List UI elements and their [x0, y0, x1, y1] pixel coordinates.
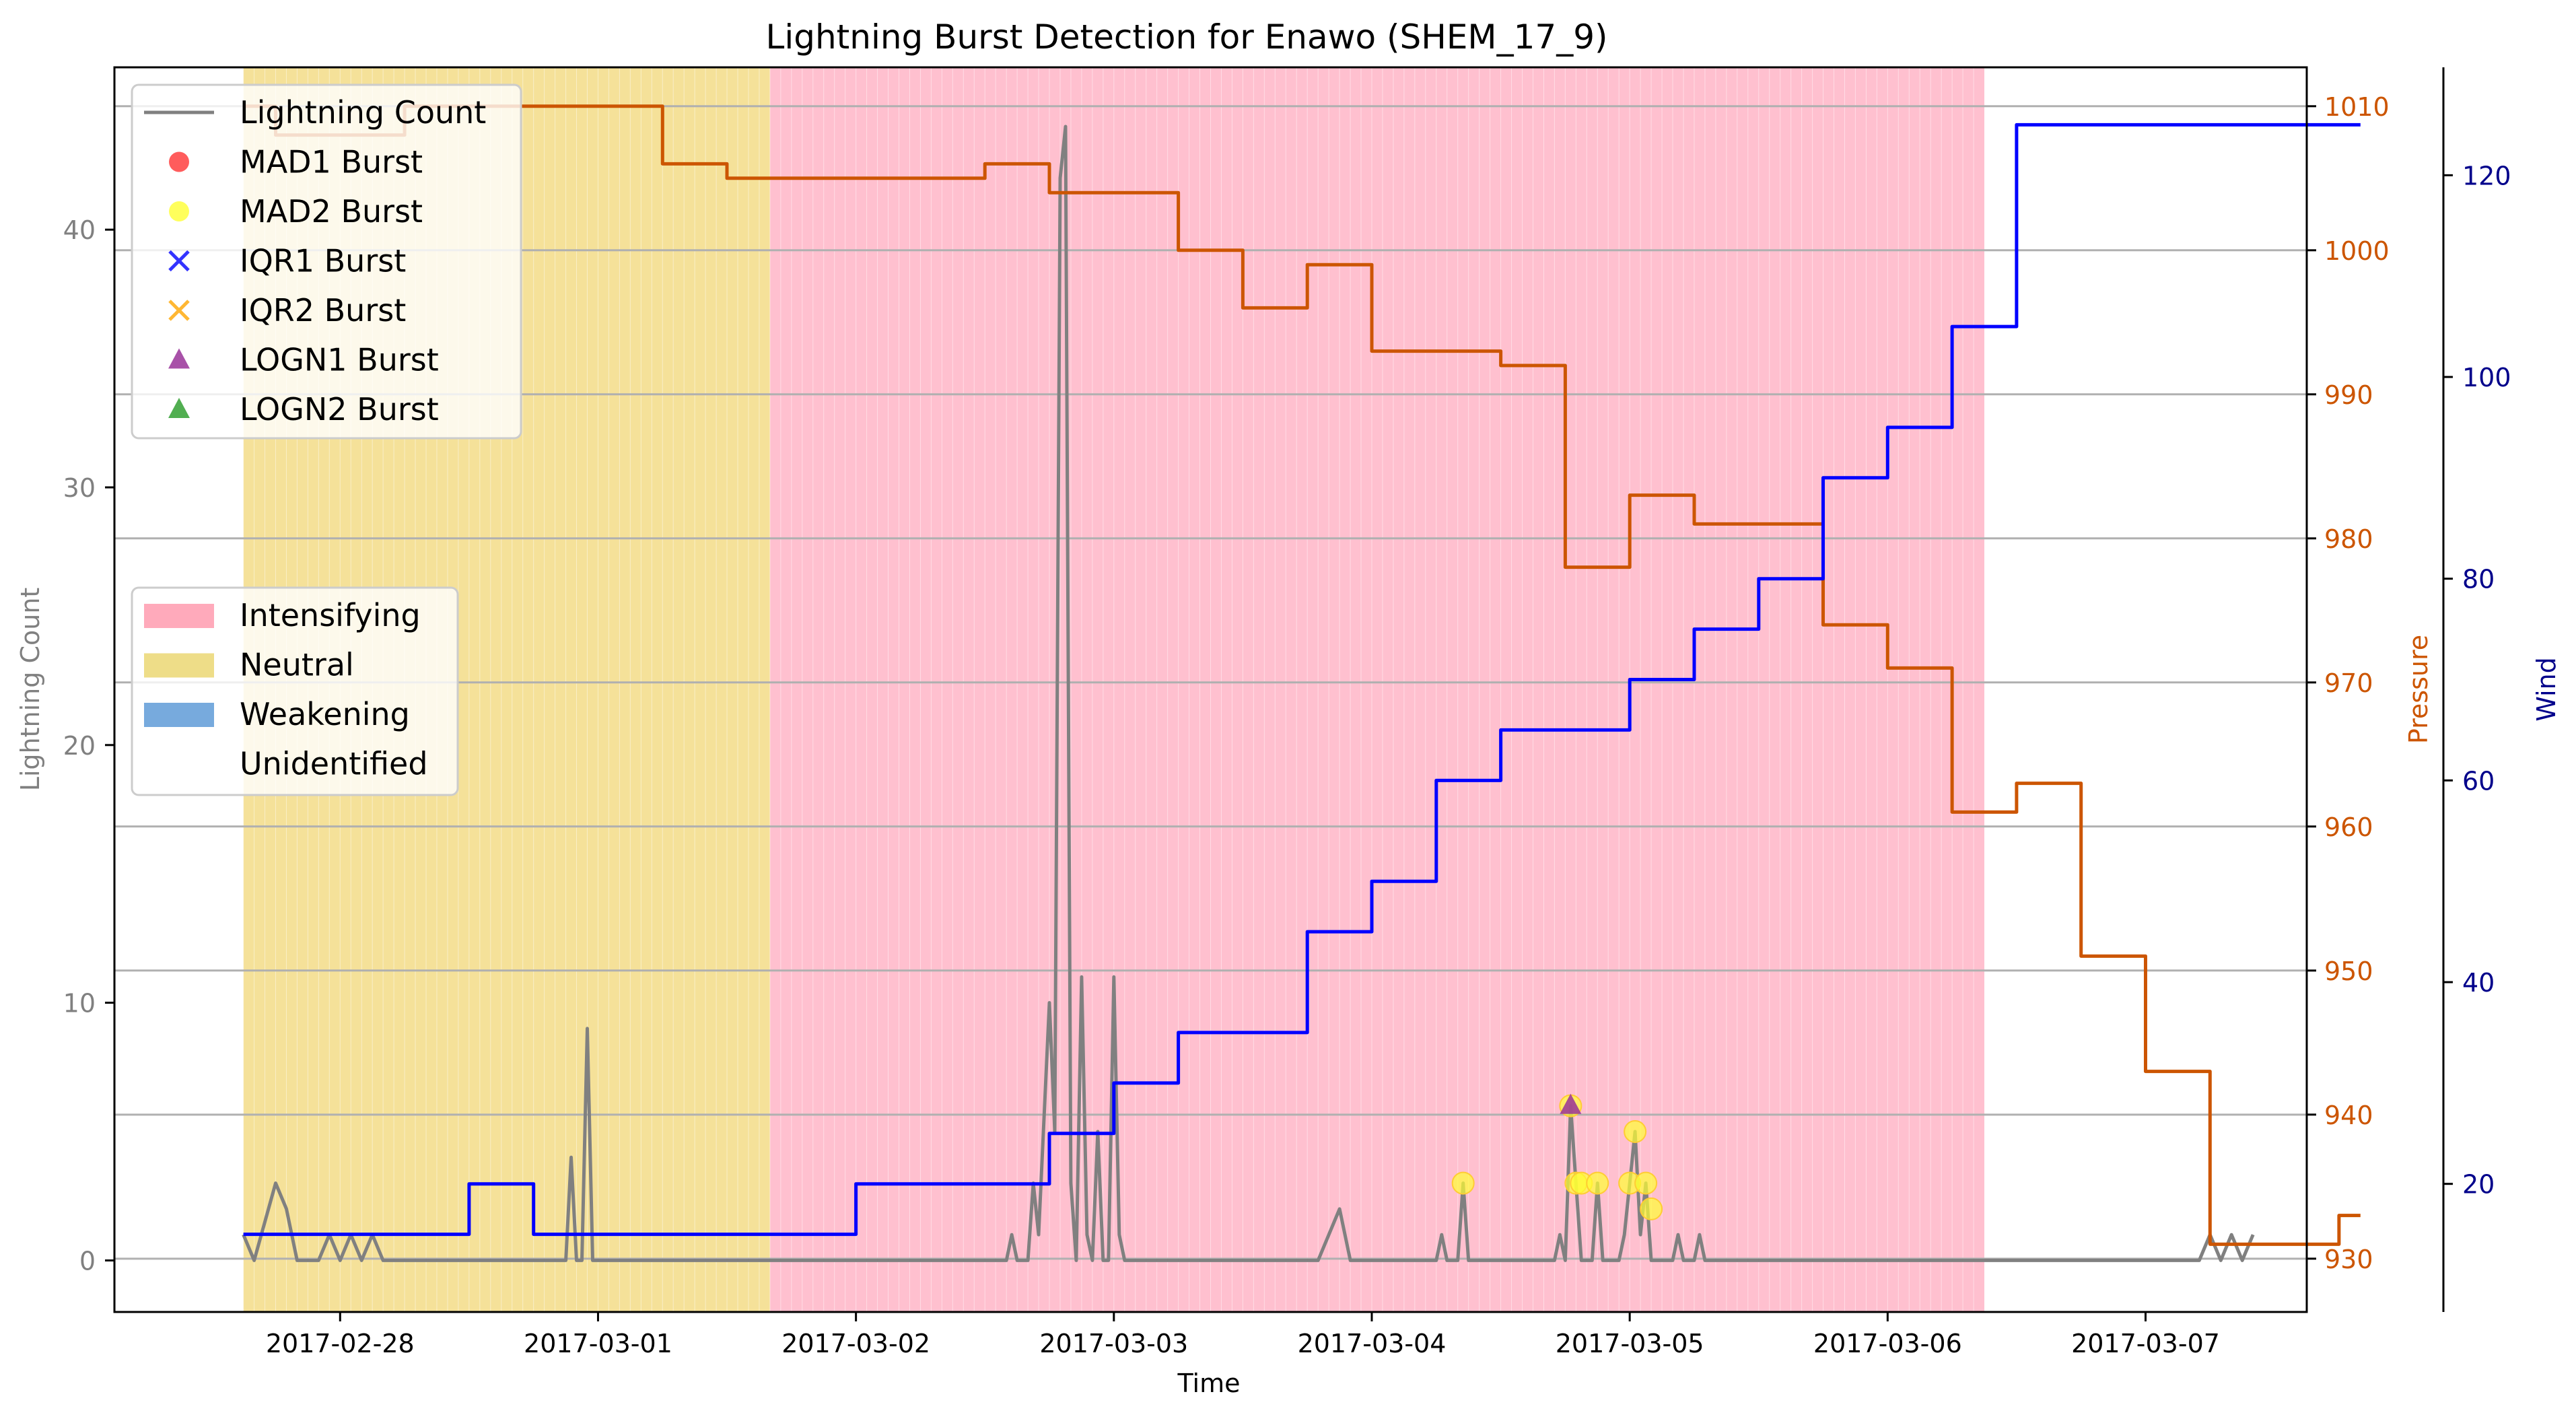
- x-tick-label: 2017-03-06: [1813, 1329, 1962, 1358]
- x-tick-label: 2017-03-02: [781, 1329, 930, 1358]
- wind-tick-label: 40: [2462, 968, 2495, 998]
- lightning-tick-label: 20: [63, 731, 96, 761]
- burst-marker-mad2-burst: [1586, 1171, 1609, 1195]
- legend-phase-swatch: [144, 752, 214, 777]
- wind-tick-label: 100: [2462, 363, 2511, 392]
- x-axis-label: Time: [1177, 1369, 1241, 1398]
- pressure-tick-label: 950: [2324, 957, 2373, 986]
- lightning-tick-label: 40: [63, 215, 96, 245]
- lightning-tick-label: 10: [63, 989, 96, 1018]
- pressure-tick-label: 960: [2324, 812, 2373, 842]
- x-tick-label: 2017-02-28: [266, 1329, 415, 1358]
- burst-marker-mad2-burst: [1624, 1120, 1647, 1144]
- phase-shading: [243, 67, 1985, 1312]
- pressure-tick-label: 940: [2324, 1101, 2373, 1130]
- legend-label: IQR1 Burst: [240, 243, 406, 279]
- lightning-axis-label: Lightning Count: [15, 588, 45, 792]
- legend-phase-swatch: [144, 703, 214, 727]
- x-tick-label: 2017-03-07: [2071, 1329, 2220, 1358]
- series-pressure: [243, 104, 2361, 1246]
- legend-phases-box: [131, 586, 459, 796]
- legend-label: Neutral: [240, 647, 354, 683]
- burst-marker-mad2-burst: [1640, 1197, 1663, 1220]
- legend-lines-box: [131, 83, 522, 440]
- pressure-axis-label: Pressure: [2404, 635, 2433, 744]
- wind-tick-label: 80: [2462, 565, 2495, 594]
- chart-title: Lightning Burst Detection for Enawo (SHE…: [765, 18, 1607, 57]
- x-tick-label: 2017-03-04: [1298, 1329, 1447, 1358]
- legend-label: Unidentified: [240, 746, 428, 782]
- legend-label: Intensifying: [240, 597, 421, 633]
- legend-marker-swatch: [169, 201, 189, 221]
- wind-tick-label: 120: [2462, 161, 2511, 191]
- legend-phase-swatch: [144, 604, 214, 628]
- wind-tick-label: 60: [2462, 766, 2495, 796]
- legend-marker-swatch: [168, 398, 190, 418]
- legends: Lightning Count MAD1 Burst MAD2 Burst IQR1 …: [131, 83, 522, 796]
- legend-label: MAD2 Burst: [240, 193, 423, 230]
- pressure-tick-label: 1000: [2324, 236, 2390, 266]
- legend-label: LOGN1 Burst: [240, 342, 439, 378]
- grid-lines: [114, 105, 2307, 1260]
- x-tick-label: 2017-03-03: [1039, 1329, 1188, 1358]
- x-tick-label: 2017-03-01: [524, 1329, 672, 1358]
- pressure-tick-label: 970: [2324, 668, 2373, 698]
- phase-intensifying: [769, 67, 1985, 1312]
- wind-tick-label: 20: [2462, 1170, 2495, 1200]
- series-lightning-count: [242, 125, 2255, 1262]
- legend-label: LOGN2 Burst: [240, 391, 439, 427]
- legend-label: IQR2 Burst: [240, 292, 406, 328]
- legend-label: Lightning Count: [240, 94, 486, 131]
- legend-marker-swatch: [169, 151, 189, 172]
- legend-marker-swatch: [168, 300, 190, 321]
- pressure-tick-label: 980: [2324, 524, 2373, 554]
- burst-marker-logn1-burst: [1560, 1093, 1582, 1114]
- legend-marker-swatch: [168, 348, 190, 369]
- pressure-tick-label: 930: [2324, 1245, 2373, 1274]
- burst-marker-mad2-burst: [1634, 1171, 1658, 1195]
- wind-axis-label: Wind: [2532, 657, 2561, 722]
- series-wind: [243, 123, 2361, 1237]
- legend-label: Weakening: [240, 696, 410, 732]
- burst-marker-mad2-burst: [1451, 1171, 1475, 1195]
- pressure-tick-label: 1010: [2324, 92, 2390, 122]
- lightning-tick-label: 30: [63, 473, 96, 503]
- pressure-tick-label: 990: [2324, 380, 2373, 410]
- legend-phase-swatch: [144, 653, 214, 678]
- series-lines: [242, 104, 2361, 1262]
- lightning-tick-label: 0: [79, 1246, 96, 1276]
- legend-label: MAD1 Burst: [240, 144, 423, 180]
- plot-frame: [113, 66, 2308, 1313]
- axes: 2017-02-28 2017-03-01 2017-03-02 2017-03-03…: [63, 92, 2511, 1358]
- x-tick-label: 2017-03-05: [1556, 1329, 1704, 1358]
- burst-markers: [1451, 1093, 1663, 1220]
- legend-marker-swatch: [168, 250, 190, 272]
